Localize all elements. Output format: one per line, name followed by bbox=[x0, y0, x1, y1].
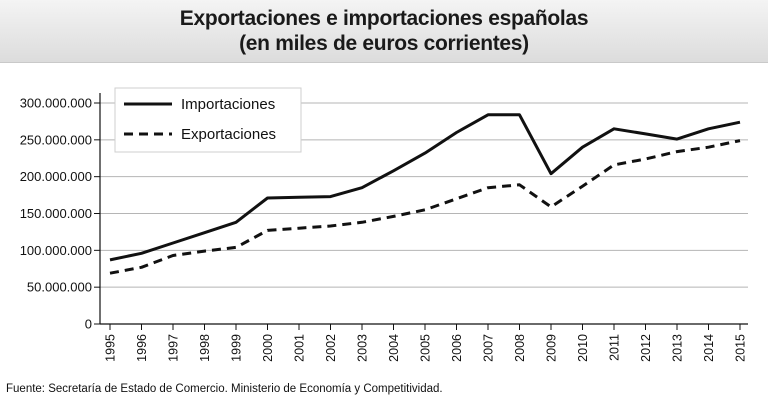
series-line-importaciones bbox=[109, 113, 741, 262]
series-line-exportaciones bbox=[109, 139, 741, 275]
y-tick-label: 250.000.000 bbox=[20, 132, 92, 147]
x-tick-label: 2012 bbox=[639, 334, 653, 362]
x-tick-label: 2004 bbox=[387, 334, 401, 362]
x-tick-label: 2002 bbox=[324, 334, 338, 362]
x-tick-label: 2013 bbox=[671, 334, 685, 362]
x-tick-label: 2000 bbox=[261, 334, 275, 362]
x-tick-label: 2014 bbox=[702, 334, 716, 362]
chart-title: Exportaciones e importaciones españolas bbox=[179, 7, 589, 30]
chart-title-band: Exportaciones e importaciones españolas … bbox=[0, 0, 768, 63]
x-tick-label: 1996 bbox=[135, 334, 149, 362]
y-tick-label: 200.000.000 bbox=[20, 169, 92, 184]
x-tick-label: 1997 bbox=[167, 334, 181, 362]
legend-box bbox=[114, 87, 302, 153]
x-tick-label: 2003 bbox=[356, 334, 370, 362]
x-tick-label: 1995 bbox=[104, 334, 118, 362]
y-tick-label: 100.000.000 bbox=[20, 243, 92, 258]
y-tick-label: 0 bbox=[85, 317, 92, 332]
legend-label: Importaciones bbox=[181, 96, 275, 113]
x-tick-label: 2009 bbox=[545, 334, 559, 362]
x-tick-label: 2010 bbox=[576, 334, 590, 362]
y-axis: 0 50.000.000 100.000.000 150.000.000 200.000… bbox=[20, 93, 101, 332]
x-tick-label: 2001 bbox=[293, 334, 307, 362]
x-tick-label: 2015 bbox=[734, 334, 748, 362]
chart-subtitle: (en miles de euros corrientes) bbox=[239, 32, 529, 55]
legend: Importaciones Exportaciones bbox=[114, 87, 302, 153]
series-lines bbox=[109, 113, 741, 275]
legend-label: Exportaciones bbox=[181, 126, 276, 143]
y-tick-label: 50.000.000 bbox=[27, 280, 92, 295]
y-tick-label: 300.000.000 bbox=[20, 96, 92, 111]
x-tick-label: 2008 bbox=[513, 334, 527, 362]
line-chart: 0 50.000.000 100.000.000 150.000.000 200.000… bbox=[20, 87, 748, 362]
x-axis: 1995 1996 1997 1998 1999 2000 2001 2002 2003 2004… bbox=[100, 323, 748, 362]
y-tick-label: 150.000.000 bbox=[20, 206, 92, 221]
x-tick-label: 1999 bbox=[230, 334, 244, 362]
x-tick-label: 1998 bbox=[198, 334, 212, 362]
x-tick-label: 2006 bbox=[450, 334, 464, 362]
x-tick-label: 2005 bbox=[419, 334, 433, 362]
x-tick-label: 2011 bbox=[608, 334, 622, 361]
source-note: Fuente: Secretaría de Estado de Comercio… bbox=[6, 383, 443, 395]
x-tick-label: 2007 bbox=[482, 334, 496, 362]
